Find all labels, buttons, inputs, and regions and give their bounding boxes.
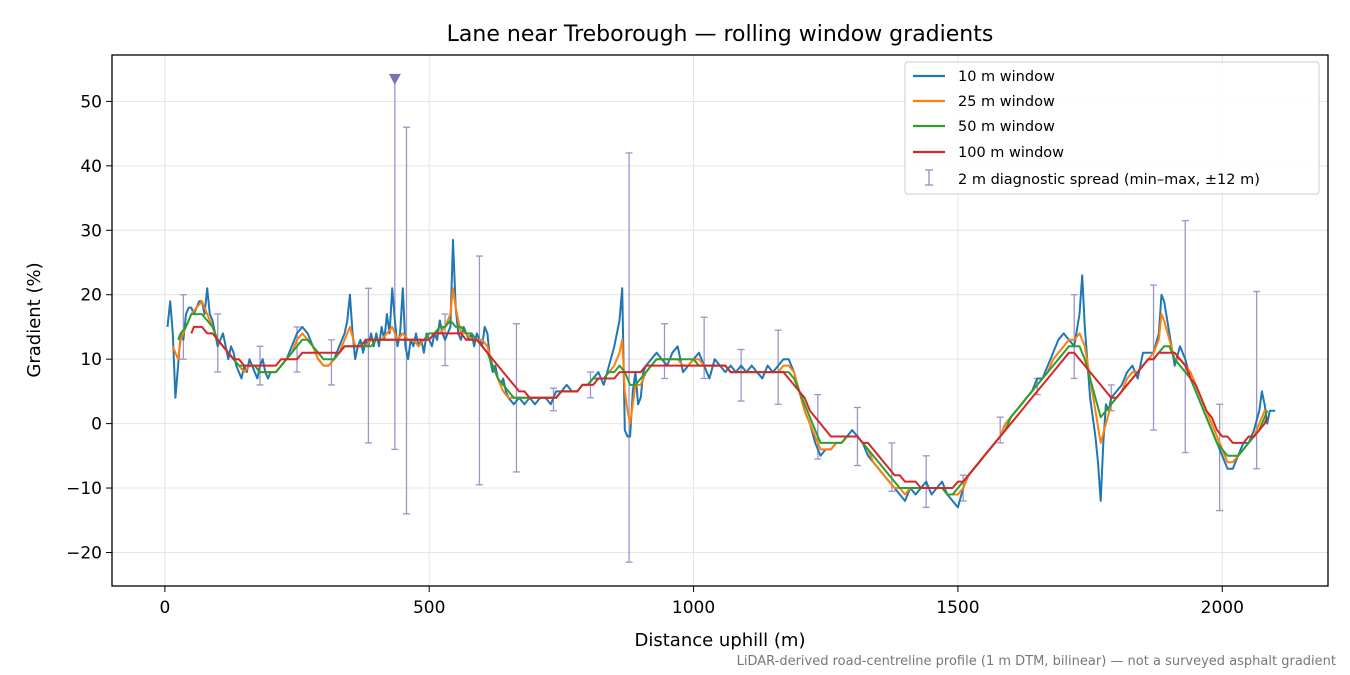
y-ticks: −20 −10 0 10 20 30 40 50 [66,92,112,563]
y-tick-label: 20 [80,286,102,306]
max-marker [388,73,401,85]
series-line-0 [166,238,1276,509]
x-tick-label: 500 [413,598,445,618]
plot-frame [111,54,1329,587]
y-tick-label: 10 [80,350,102,370]
legend-label-100m: 100 m window [958,145,1064,161]
legend-label-25m: 25 m window [958,94,1055,110]
legend-swatch-spread [925,169,933,186]
series-lines [166,238,1276,509]
y-tick-label: 30 [80,221,102,241]
max-marker-triangle [388,73,401,85]
y-tick-label: 0 [91,415,102,435]
x-tick-label: 0 [159,598,170,618]
x-tick-label: 1500 [936,598,979,618]
y-tick-label: 40 [80,157,102,177]
legend-label-spread: 2 m diagnostic spread (min–max, ±12 m) [958,172,1260,188]
chart-title: Lane near Treborough — rolling window gr… [447,22,994,47]
x-tick-label: 2000 [1201,598,1244,618]
legend-box [904,61,1320,195]
legend: 10 m window 25 m window 50 m window 100 … [904,61,1320,195]
x-axis-label: Distance uphill (m) [635,630,806,651]
y-tick-label: −20 [66,543,102,563]
series-line-3 [190,325,1269,489]
x-ticks: 0 500 1000 1500 2000 [159,586,1244,618]
y-tick-label: −10 [66,479,102,499]
legend-label-10m: 10 m window [958,69,1055,85]
error-bars [179,74,1261,563]
y-axis-label: Gradient (%) [24,262,45,377]
legend-label-50m: 50 m window [958,119,1055,135]
x-tick-label: 1000 [672,598,715,618]
footnote: LiDAR-derived road-centreline profile (1… [737,654,1336,669]
y-tick-label: 50 [80,92,102,112]
